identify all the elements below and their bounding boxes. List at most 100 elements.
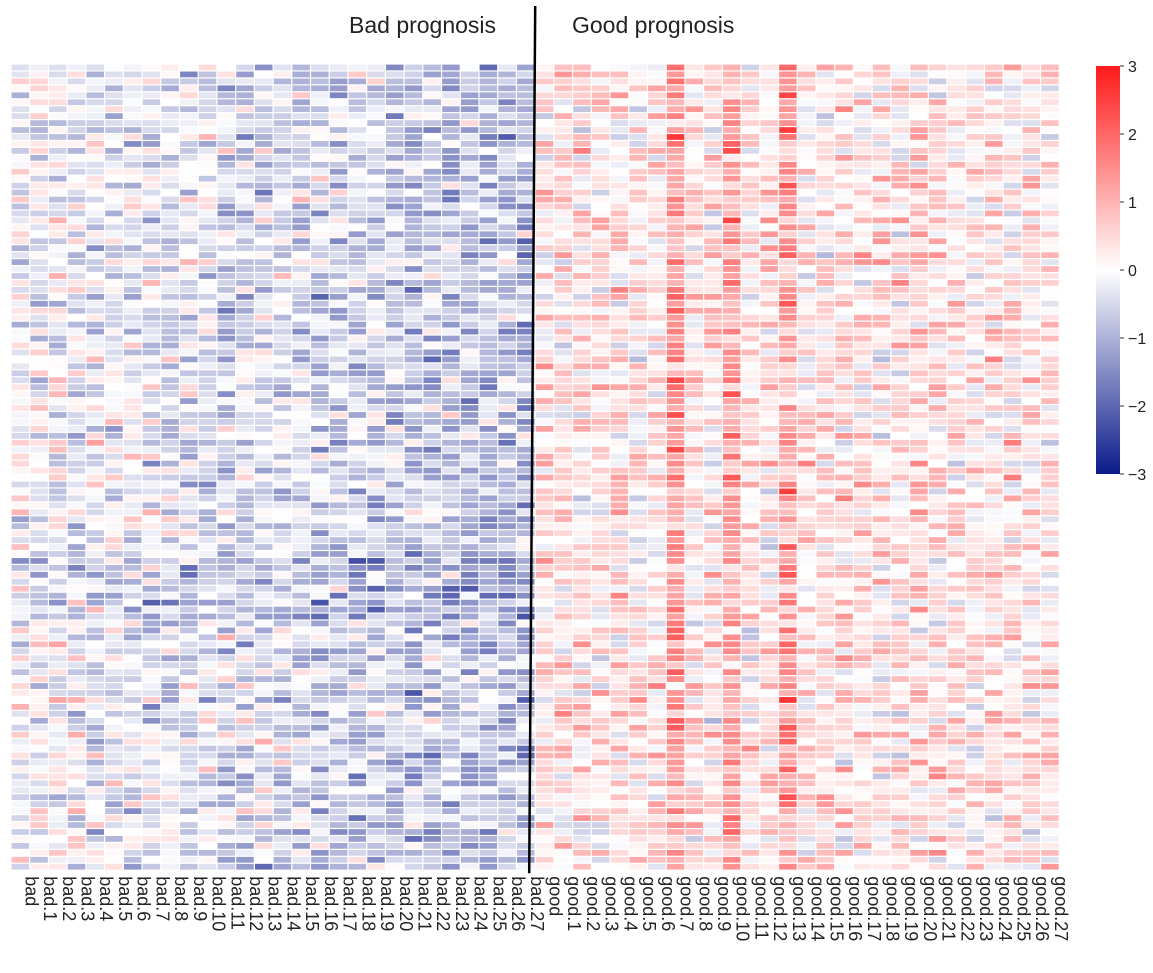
heatmap-cell	[386, 335, 404, 342]
heatmap-cell	[273, 432, 292, 439]
heatmap-cell	[348, 829, 367, 835]
heatmap-cell	[86, 801, 104, 808]
heatmap-cell	[741, 148, 760, 154]
heatmap-cell	[254, 662, 273, 669]
heatmap-cell	[666, 766, 685, 773]
heatmap-cell	[273, 321, 292, 328]
heatmap-cell	[329, 815, 348, 821]
heatmap-cell	[180, 863, 198, 870]
heatmap-cell	[292, 690, 310, 696]
heatmap-cell	[722, 843, 741, 849]
heatmap-cell	[554, 843, 572, 849]
heatmap-cell	[741, 822, 760, 828]
heatmap-cell	[123, 182, 142, 189]
heatmap-cell	[779, 822, 797, 828]
heatmap-cell	[311, 717, 329, 724]
heatmap-cell	[816, 71, 835, 78]
heatmap-cell	[648, 578, 666, 585]
heatmap-cell	[161, 148, 179, 154]
heatmap-cell	[460, 662, 479, 669]
heatmap-cell	[554, 752, 572, 759]
heatmap-cell	[554, 676, 572, 682]
heatmap-cell	[760, 780, 778, 787]
heatmap-cell	[404, 752, 423, 759]
heatmap-cell	[610, 697, 629, 703]
heatmap-cell	[722, 113, 741, 119]
heatmap-cell	[479, 78, 498, 85]
heatmap-cell	[535, 252, 554, 258]
heatmap-cell	[217, 398, 236, 404]
heatmap-cell	[797, 509, 816, 516]
heatmap-cell	[273, 488, 292, 495]
heatmap-cell	[423, 704, 441, 710]
heatmap-cell	[666, 787, 685, 794]
heatmap-cell	[311, 280, 329, 286]
heatmap-cell	[123, 154, 142, 161]
heatmap-cell	[610, 856, 629, 863]
heatmap-cell	[311, 836, 329, 842]
heatmap-cell	[142, 683, 161, 689]
heatmap-cell	[460, 676, 479, 682]
heatmap-cell	[30, 815, 48, 821]
heatmap-cell	[367, 773, 385, 780]
heatmap-cell	[498, 836, 516, 842]
heatmap-cell	[610, 551, 629, 557]
heatmap-cell	[198, 224, 217, 231]
heatmap-cell	[254, 85, 273, 92]
heatmap-cell	[610, 829, 629, 835]
heatmap-cell	[180, 446, 198, 453]
heatmap-cell	[11, 676, 30, 682]
heatmap-cell	[30, 349, 48, 356]
heatmap-cell	[741, 342, 760, 349]
heatmap-cell	[236, 64, 254, 71]
heatmap-cell	[142, 280, 161, 286]
heatmap-cell	[105, 99, 123, 106]
heatmap-cell	[386, 405, 404, 411]
heatmap-cell	[535, 161, 554, 168]
heatmap-cell	[404, 321, 423, 328]
heatmap-cell	[479, 252, 498, 258]
heatmap-cell	[779, 266, 797, 272]
heatmap-cell	[498, 78, 516, 85]
heatmap-cell	[535, 794, 554, 801]
heatmap-cell	[142, 391, 161, 397]
heatmap-cell	[273, 113, 292, 119]
heatmap-cell	[11, 64, 30, 71]
heatmap-cell	[797, 752, 816, 759]
heatmap-cell	[423, 808, 441, 814]
heatmap-cell	[105, 523, 123, 530]
heatmap-cell	[217, 175, 236, 182]
heatmap-cell	[535, 537, 554, 543]
heatmap-cell	[105, 217, 123, 224]
heatmap-cell	[86, 655, 104, 662]
heatmap-cell	[273, 154, 292, 161]
heatmap-cell	[236, 829, 254, 835]
heatmap-cell	[741, 509, 760, 516]
heatmap-cell	[105, 168, 123, 175]
heatmap-cell	[741, 314, 760, 321]
heatmap-cell	[142, 231, 161, 238]
heatmap-cell	[610, 245, 629, 252]
heatmap-cell	[498, 446, 516, 453]
heatmap-cell	[105, 245, 123, 252]
heatmap-cell	[554, 530, 572, 536]
heatmap-cell	[292, 141, 310, 147]
heatmap-cell	[348, 370, 367, 377]
heatmap-cell	[86, 64, 104, 71]
heatmap-cell	[311, 238, 329, 245]
heatmap-cell	[573, 398, 591, 404]
heatmap-cell	[517, 731, 535, 738]
heatmap-cell	[367, 537, 385, 543]
heatmap-cell	[254, 120, 273, 126]
heatmap-cell	[460, 120, 479, 126]
heatmap-cell	[217, 592, 236, 599]
heatmap-cell	[704, 509, 722, 516]
heatmap-cell	[236, 439, 254, 446]
heatmap-cell	[217, 537, 236, 543]
heatmap-cell	[292, 780, 310, 787]
heatmap-cell	[535, 356, 554, 363]
heatmap-cell	[423, 634, 441, 641]
heatmap-cell	[760, 161, 778, 168]
heatmap-cell	[666, 99, 685, 106]
heatmap-cell	[367, 710, 385, 717]
